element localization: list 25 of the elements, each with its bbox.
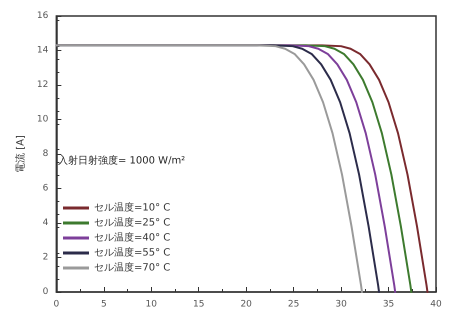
- y-tick-label: 4: [42, 218, 49, 228]
- x-tick-label: 10: [146, 300, 158, 310]
- x-tick-label: 25: [288, 300, 300, 310]
- x-tick-label: 5: [100, 300, 107, 310]
- x-tick-label: 15: [192, 300, 204, 310]
- x-tick-label: 35: [382, 300, 394, 310]
- y-tick-label: 8: [42, 149, 49, 159]
- x-tick-label: 20: [240, 300, 252, 310]
- legend-label: セル温度=10° C: [94, 202, 170, 214]
- x-tick-label: 0: [53, 300, 60, 310]
- y-tick-label: 0: [42, 287, 49, 297]
- legend-label: セル温度=40° C: [94, 232, 170, 244]
- x-tick-label: 30: [335, 300, 348, 310]
- y-tick-label: 2: [42, 252, 48, 262]
- annotation: 入射日射強度= 1000 W/m²: [58, 154, 186, 166]
- y-tick-label: 12: [36, 80, 48, 90]
- legend-label: セル温度=70° C: [94, 262, 170, 274]
- x-tick-label: 40: [430, 300, 442, 310]
- y-axis-title: 電流 [A]: [14, 134, 26, 173]
- y-tick-label: 10: [36, 114, 49, 124]
- y-tick-label: 16: [36, 11, 49, 21]
- y-tick-label: 6: [42, 184, 49, 194]
- y-tick-label: 14: [36, 46, 49, 56]
- legend-label: セル温度=55° C: [94, 246, 170, 258]
- legend-label: セル温度=25° C: [94, 216, 170, 228]
